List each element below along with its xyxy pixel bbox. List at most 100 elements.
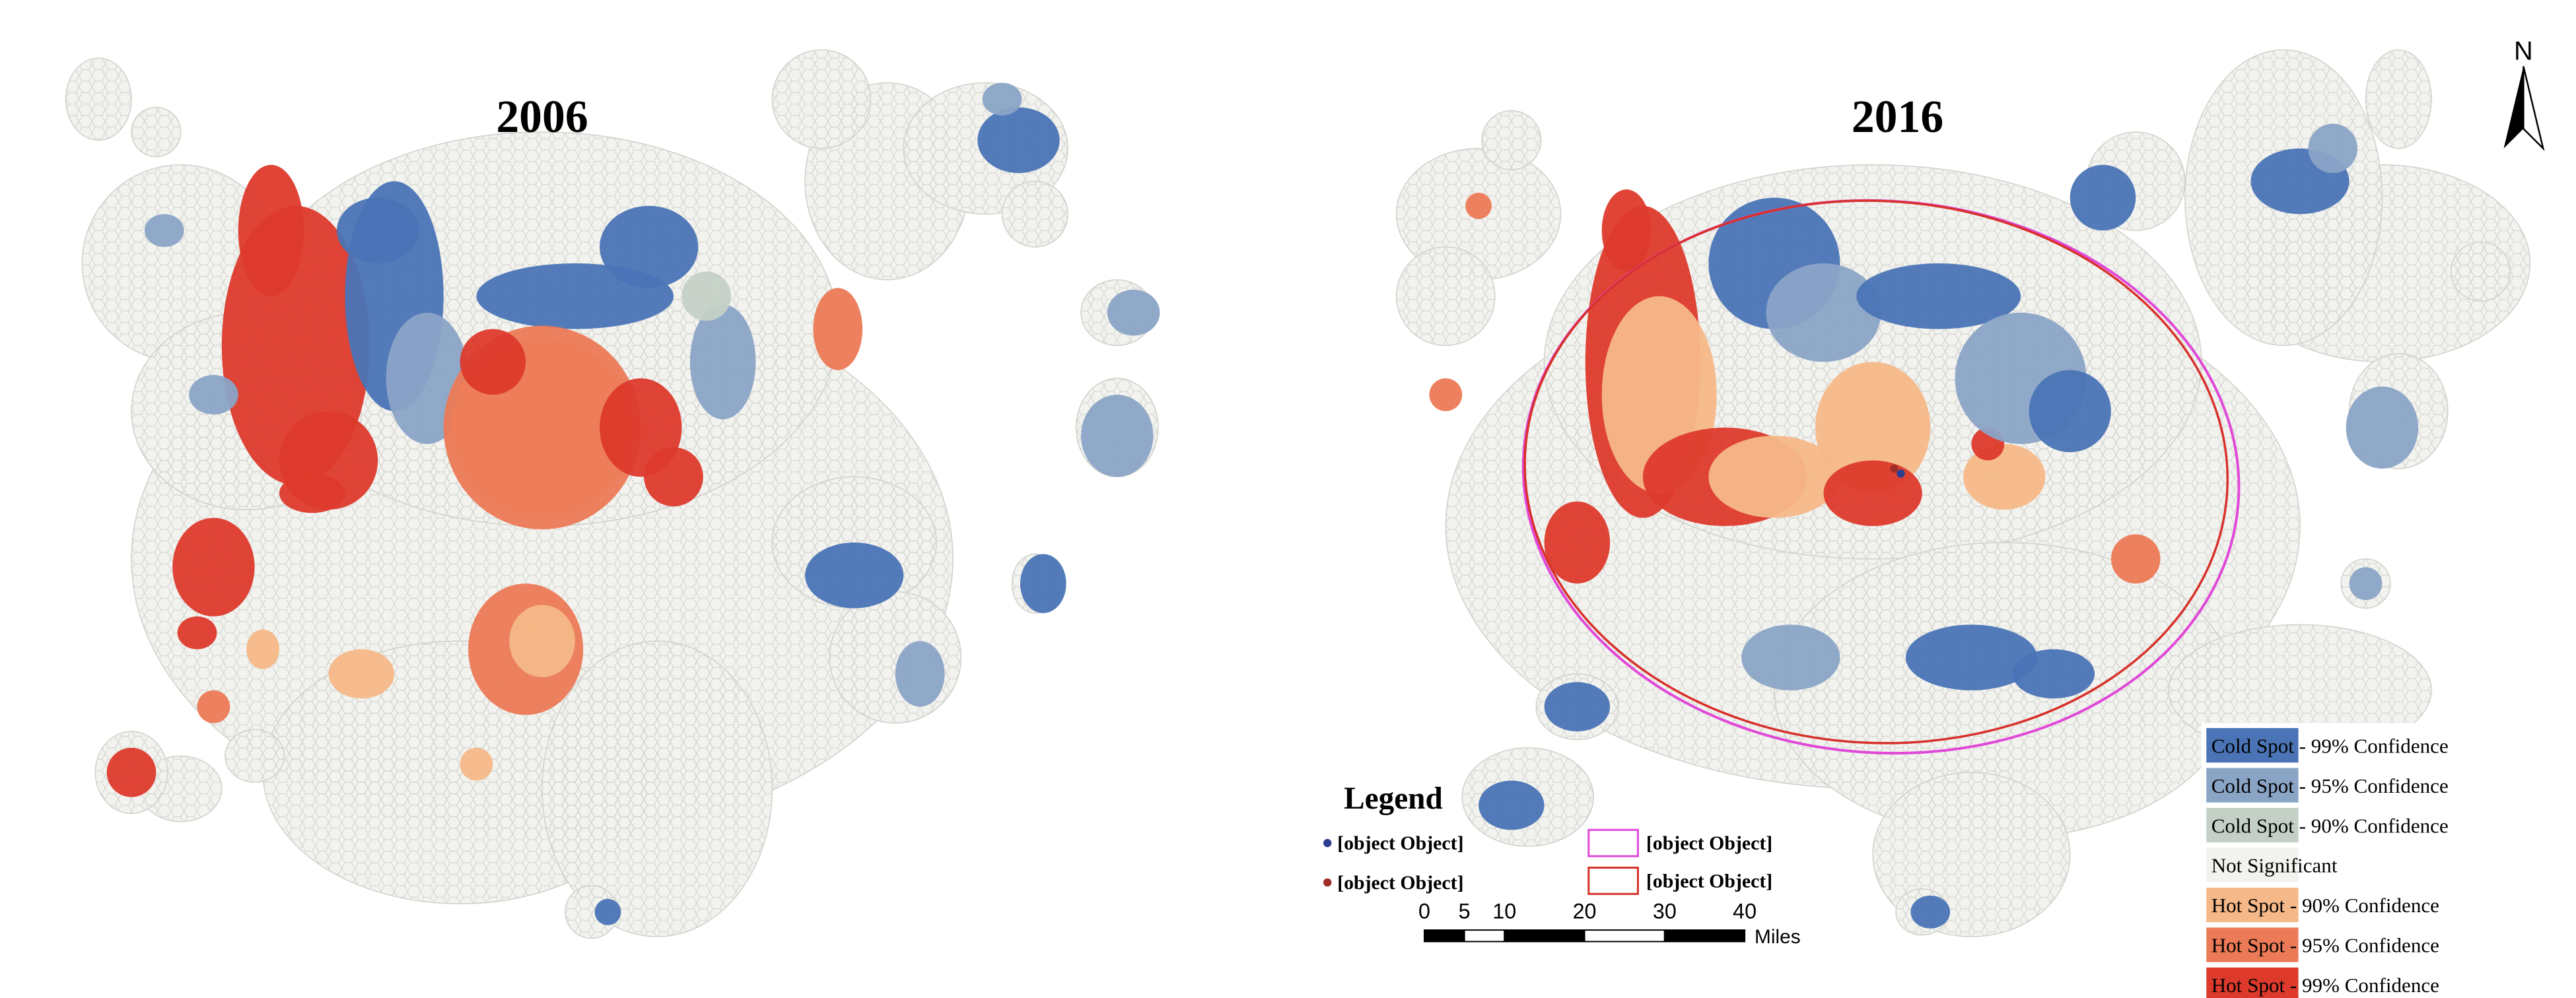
maps <box>65 49 2531 939</box>
hotspot-patch <box>172 517 255 616</box>
class-label: Not Significant <box>2211 854 2338 877</box>
hotspot-patch <box>813 288 863 370</box>
hex-texture <box>65 58 132 141</box>
hotspot-patch <box>594 898 621 925</box>
class-swatch <box>2206 927 2299 962</box>
scale-bar: 0 5 10 20 30 40 Miles <box>1418 900 1801 948</box>
legend: [object Object] [object Object] [object Ob… <box>1323 728 2449 998</box>
legend-label: [object Object] <box>1646 832 1772 854</box>
hotspot-patch <box>1081 395 1154 477</box>
hotspot-patch <box>279 473 345 514</box>
legend-dot <box>1323 838 1332 848</box>
hotspot-patch <box>2070 164 2136 231</box>
hotspot-patch <box>2346 386 2419 469</box>
hex-texture <box>1002 181 1068 248</box>
hex-texture <box>542 641 773 937</box>
class-label: Cold Spot - 90% Confidence <box>2211 814 2449 837</box>
hotspot-patch <box>2349 567 2383 601</box>
hotspot-patch <box>238 164 304 296</box>
hotspot-patch <box>460 747 493 781</box>
hex-texture <box>565 885 618 939</box>
hotspot-patch <box>1544 501 1611 584</box>
hotspot-patch <box>1708 436 1840 518</box>
scale-segment <box>1584 929 1665 943</box>
class-swatch <box>2206 967 2299 998</box>
hotspot-patch <box>681 271 732 321</box>
hex-texture <box>225 729 285 783</box>
north-label: N <box>2514 36 2533 65</box>
hotspot-patch <box>328 649 395 699</box>
map-title: 2016 <box>1852 92 1943 143</box>
class-label: Hot Spot - 90% Confidence <box>2211 894 2439 917</box>
hex-texture <box>2365 50 2432 149</box>
hex-texture <box>772 50 871 149</box>
hotspot-patch <box>1465 193 1492 219</box>
scale-segment <box>1463 929 1506 943</box>
hotspot-patch <box>197 690 230 723</box>
north-arrow: N <box>2503 36 2545 151</box>
hotspot-patch <box>1429 378 1463 411</box>
hotspot-patch <box>337 197 419 263</box>
hex-texture <box>2451 242 2511 302</box>
scale-label: 40 <box>1733 900 1757 923</box>
scale-label: 0 <box>1418 900 1430 923</box>
hotspot-patch <box>1815 362 1931 494</box>
hotspot-patch <box>1479 780 1545 830</box>
hotspot-patch <box>144 214 184 248</box>
std-ellipse-2016 <box>1523 199 2229 745</box>
scale-label: 10 <box>1492 900 1516 923</box>
legend-dot <box>1323 878 1332 887</box>
hotspot-patch <box>246 629 279 669</box>
hotspot-patch <box>689 304 756 420</box>
center-2016 <box>1890 464 1898 473</box>
hotspot-patch <box>1910 895 1951 929</box>
hotspot-patch <box>1107 289 1160 336</box>
scale-unit: Miles <box>1755 926 1801 948</box>
hotspot-patch <box>2029 370 2111 453</box>
class-label: Hot Spot - 95% Confidence <box>2211 934 2439 957</box>
hex-texture <box>829 591 961 723</box>
hotspot-patch <box>977 107 1060 174</box>
legend-title: Legend <box>1344 782 1443 816</box>
hex-texture <box>1482 110 1541 170</box>
hex-texture <box>1396 247 1495 346</box>
hotspot-patch <box>509 605 575 677</box>
class-label: Cold Spot - 99% Confidence <box>2211 734 2449 757</box>
hotspot-patch <box>1766 263 1881 362</box>
hotspot-patch <box>2012 649 2095 699</box>
class-swatch <box>2206 848 2299 882</box>
legend-label: [object Object] <box>1337 832 1463 854</box>
legend-label: [object Object] <box>1337 872 1463 894</box>
scale-label: 5 <box>1459 900 1471 923</box>
hotspot-patch <box>805 542 904 609</box>
hotspot-patch <box>2110 534 2161 584</box>
hotspot-patch <box>600 205 699 288</box>
center-2006 <box>1897 469 1905 478</box>
class-label: Cold Spot - 95% Confidence <box>2211 774 2449 797</box>
hotspot-patch <box>177 616 217 649</box>
legend-box <box>1587 828 1639 857</box>
scale-label: 20 <box>1573 900 1597 923</box>
scale-label: 30 <box>1653 900 1677 923</box>
hotspot-patch <box>1823 460 1922 527</box>
scale-segment <box>1423 929 1465 943</box>
map-title: 2006 <box>496 92 588 143</box>
hotspot-patch <box>189 375 238 415</box>
hotspot-patch <box>1963 444 2046 510</box>
hotspot-patch <box>1856 263 2021 329</box>
hotspot-patch <box>895 641 945 707</box>
hotspot-patch <box>1020 554 1066 613</box>
hotspot-patch <box>1544 682 1611 732</box>
legend-box <box>1587 867 1639 895</box>
scale-segment <box>1663 929 1746 943</box>
class-label: Hot Spot - 99% Confidence <box>2211 974 2439 997</box>
legend-label: [object Object] <box>1646 870 1772 892</box>
class-swatch <box>2206 887 2299 923</box>
hotspot-patch <box>106 747 157 797</box>
hotspot-patch <box>1905 624 2037 690</box>
class-swatch <box>2206 728 2299 763</box>
hex-texture <box>131 107 181 157</box>
class-swatch <box>2206 807 2299 843</box>
hotspot-patch <box>1601 189 1652 272</box>
